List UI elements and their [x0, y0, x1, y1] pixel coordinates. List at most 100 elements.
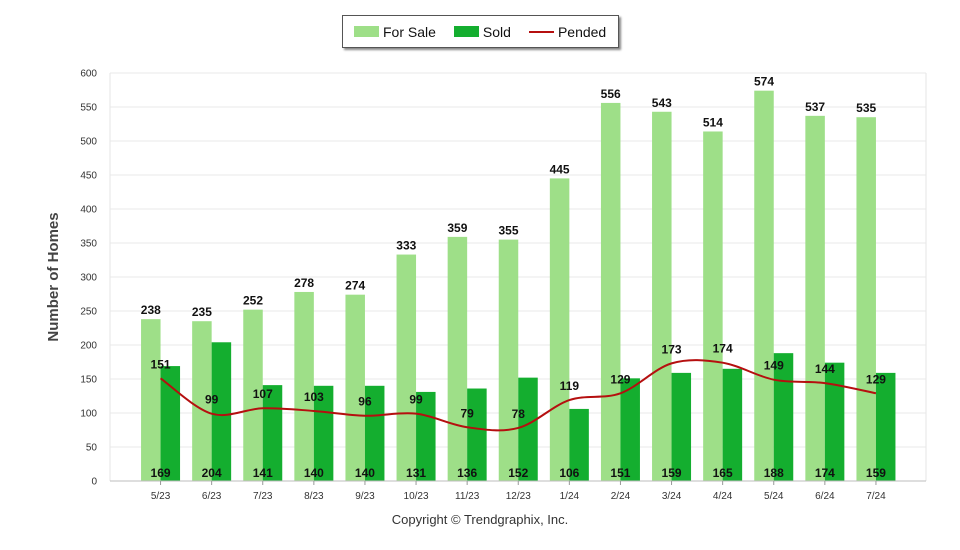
- legend-item-sold: Sold: [453, 23, 511, 40]
- bar-sold: [211, 342, 232, 481]
- y-tick-label: 300: [80, 273, 97, 284]
- label-for-sale: 574: [754, 75, 774, 89]
- x-tick-label: 7/23: [253, 491, 273, 502]
- label-pended: 149: [764, 359, 784, 373]
- pended-line-layer: [159, 359, 877, 432]
- label-sold: 204: [202, 466, 222, 480]
- label-for-sale: 238: [141, 303, 161, 317]
- bars: [141, 90, 896, 482]
- label-pended: 151: [151, 357, 171, 371]
- bar-sold: [773, 353, 794, 481]
- y-tick-label: 150: [80, 375, 97, 386]
- bar-for-sale: [856, 117, 876, 481]
- bar-sold: [824, 362, 845, 481]
- bar-for-sale: [294, 291, 314, 481]
- bar-sold: [671, 372, 692, 481]
- label-sold: 188: [764, 466, 784, 480]
- bar-sold: [569, 408, 589, 481]
- x-tick-label: 5/24: [764, 491, 784, 502]
- label-sold: 140: [355, 466, 375, 480]
- x-tick-label: 5/23: [151, 491, 171, 502]
- legend-swatch-sold: [453, 26, 479, 37]
- bar-for-sale: [703, 131, 723, 482]
- y-tick-label: 600: [80, 69, 97, 80]
- label-pended: 144: [815, 362, 835, 376]
- legend-line-pended: [528, 30, 554, 33]
- bar-for-sale: [600, 102, 621, 482]
- bar-sold: [620, 378, 640, 481]
- label-pended: 79: [460, 406, 474, 420]
- legend-item-pended: Pended: [528, 23, 607, 40]
- x-tick-label: 10/23: [404, 491, 429, 502]
- legend-item-for-sale: For Sale: [354, 24, 436, 40]
- legend-label-for-sale: For Sale: [383, 23, 436, 40]
- label-sold: 141: [253, 466, 273, 480]
- bar-for-sale: [805, 115, 825, 481]
- label-pended: 78: [512, 407, 526, 421]
- bar-sold: [722, 368, 743, 481]
- label-for-sale: 235: [192, 305, 212, 319]
- label-pended: 107: [253, 387, 273, 401]
- label-sold: 159: [662, 466, 682, 480]
- label-sold: 159: [866, 466, 886, 480]
- x-tick-label: 7/24: [866, 491, 886, 502]
- label-for-sale: 535: [856, 101, 876, 115]
- pended-line: [159, 359, 877, 432]
- label-sold: 174: [815, 466, 835, 480]
- label-pended: 103: [304, 390, 324, 404]
- label-pended: 119: [560, 379, 580, 393]
- x-tick-label: 4/24: [713, 491, 733, 502]
- copyright-footer: Copyright © Trendgraphix, Inc.: [391, 512, 569, 527]
- legend-swatch-for-sale: [354, 26, 379, 37]
- x-tick-label: 11/23: [455, 491, 480, 502]
- y-tick-label: 550: [80, 103, 97, 114]
- bar-for-sale: [141, 319, 161, 481]
- label-for-sale: 274: [345, 279, 365, 293]
- bar-for-sale: [243, 309, 263, 481]
- bar-for-sale: [549, 178, 570, 481]
- bar-for-sale: [192, 321, 212, 481]
- label-sold: 169: [151, 466, 171, 480]
- bar-sold: [313, 385, 334, 481]
- bar-sold: [364, 385, 385, 481]
- label-for-sale: 543: [652, 96, 672, 110]
- y-tick-label: 100: [80, 409, 97, 420]
- x-tick-label: 3/24: [662, 491, 682, 502]
- label-for-sale: 556: [601, 87, 621, 101]
- label-sold: 106: [559, 466, 579, 480]
- y-tick-label: 350: [80, 239, 97, 250]
- y-tick-label: 50: [86, 443, 98, 454]
- y-tick-label: 200: [80, 341, 97, 352]
- label-for-sale: 359: [447, 221, 467, 235]
- data-labels: 238 169 235 204 252 141 278 140 274 140 333 131 359 1…: [141, 75, 886, 480]
- label-for-sale: 333: [396, 239, 416, 253]
- bar-sold: [467, 388, 487, 481]
- x-tick-label: 1/24: [560, 491, 580, 502]
- legend: For Sale Sold Pended: [342, 15, 619, 48]
- bar-for-sale: [345, 294, 365, 481]
- bar-sold: [875, 372, 896, 481]
- legend-label-pended: Pended: [557, 23, 607, 40]
- label-sold: 151: [610, 466, 630, 480]
- y-tick-label: 500: [80, 137, 97, 148]
- label-pended: 129: [610, 372, 630, 386]
- bar-for-sale: [652, 111, 672, 481]
- bar-for-sale: [396, 254, 417, 481]
- bar-for-sale: [447, 236, 468, 481]
- bar-for-sale: [754, 90, 774, 482]
- label-pended: 99: [205, 393, 219, 407]
- x-tick-label: 2/24: [611, 491, 631, 502]
- label-pended: 173: [662, 342, 682, 356]
- legend-label-sold: Sold: [482, 23, 511, 40]
- bar-sold: [160, 366, 181, 481]
- label-for-sale: 445: [550, 162, 570, 176]
- x-tick-label: 8/23: [304, 491, 324, 502]
- label-sold: 140: [304, 466, 324, 480]
- label-for-sale: 537: [805, 100, 825, 114]
- label-for-sale: 355: [498, 224, 518, 238]
- label-sold: 131: [406, 466, 426, 480]
- bar-sold: [518, 377, 538, 481]
- y-tick-label: 250: [80, 307, 97, 318]
- y-tick-label: 0: [91, 477, 97, 488]
- label-pended: 99: [409, 393, 423, 407]
